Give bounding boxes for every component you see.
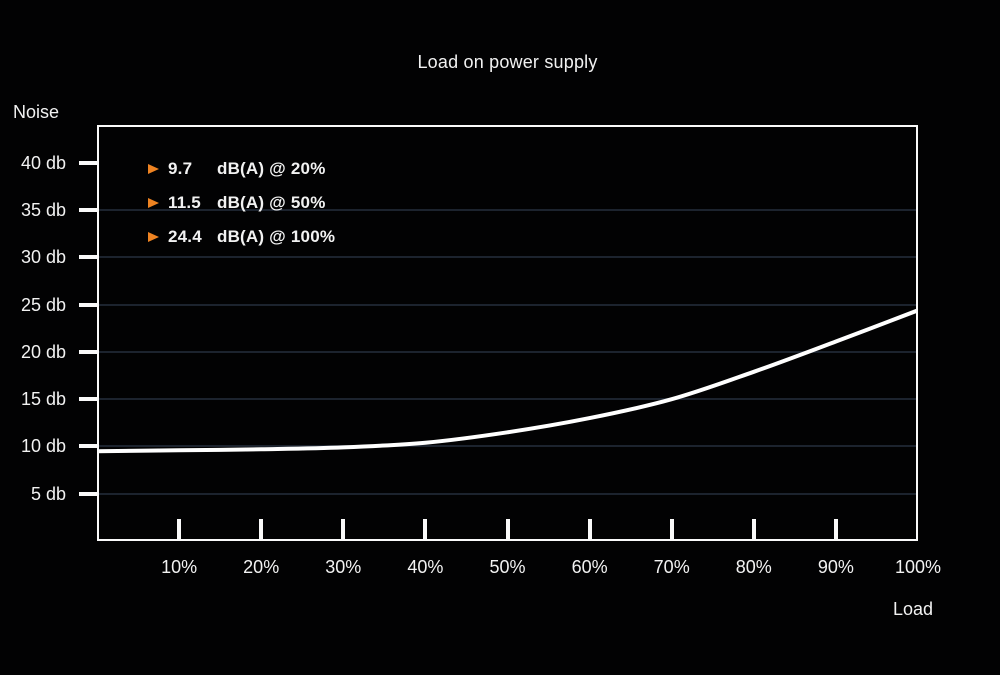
- x-tick-mark: [423, 519, 428, 539]
- x-tick-mark: [177, 519, 182, 539]
- y-tick-label: 20 db: [20, 341, 66, 362]
- x-axis-title: Load: [892, 599, 934, 619]
- noise-curve: [97, 308, 918, 454]
- legend-arrow-icon: [148, 164, 159, 174]
- legend-value: 9.7: [168, 159, 193, 178]
- x-tick-mark: [341, 519, 346, 539]
- gridline: [99, 398, 916, 401]
- x-tick-label: 100%: [894, 557, 942, 577]
- legend-arrow-icon: [148, 232, 159, 242]
- y-tick-mark: [79, 160, 97, 165]
- x-tick-label: 60%: [571, 557, 608, 577]
- legend-row: 24.4 dB(A) @ 100%: [148, 226, 335, 248]
- legend-arrow-icon: [148, 198, 159, 208]
- legend: 9.7 dB(A) @ 20% 11.5 dB(A) @ 50% 24.4 dB(A) @…: [148, 158, 335, 260]
- x-tick-mark: [505, 519, 510, 539]
- y-tick-mark: [79, 349, 97, 354]
- y-tick-label: 15 db: [20, 389, 66, 410]
- x-tick-label: 90%: [817, 557, 854, 577]
- y-tick-mark: [79, 208, 97, 213]
- legend-label: dB(A) @ 50%: [217, 193, 326, 212]
- legend-value: 11.5: [168, 193, 201, 212]
- y-tick-label: 5 db: [30, 483, 66, 504]
- y-tick-mark: [79, 302, 97, 307]
- x-tick-label: 70%: [653, 557, 690, 577]
- gridline: [99, 445, 916, 448]
- x-tick-mark: [833, 519, 838, 539]
- x-tick-mark: [587, 519, 592, 539]
- y-tick-mark: [79, 255, 97, 260]
- y-tick-label: 10 db: [20, 436, 66, 457]
- y-tick-mark: [79, 491, 97, 496]
- x-tick-label: 20%: [243, 557, 280, 577]
- y-tick-mark: [79, 397, 97, 402]
- y-tick-label: 30 db: [20, 247, 66, 268]
- x-tick-label: 50%: [489, 557, 526, 577]
- x-tick-mark: [669, 519, 674, 539]
- plot-area: 9.7 dB(A) @ 20% 11.5 dB(A) @ 50% 24.4 dB(A) @…: [97, 125, 918, 541]
- legend-row: 11.5 dB(A) @ 50%: [148, 192, 335, 214]
- gridline: [99, 256, 916, 259]
- legend-label: dB(A) @ 20%: [217, 159, 326, 178]
- gridline: [99, 303, 916, 306]
- x-tick-mark: [751, 519, 756, 539]
- curve-layer: [97, 308, 918, 454]
- y-axis-title: Noise: [13, 102, 60, 122]
- chart-title: Load on power supply: [417, 52, 598, 72]
- legend-value: 24.4: [168, 227, 202, 246]
- x-tick-mark: [259, 519, 264, 539]
- y-tick-label: 40 db: [20, 152, 66, 173]
- legend-label: dB(A) @ 100%: [217, 227, 336, 246]
- gridline: [99, 350, 916, 353]
- y-tick-label: 25 db: [20, 294, 66, 315]
- y-tick-label: 35 db: [20, 200, 66, 221]
- x-tick-label: 30%: [325, 557, 362, 577]
- x-tick-label: 10%: [161, 557, 198, 577]
- y-tick-mark: [79, 444, 97, 449]
- x-tick-label: 40%: [407, 557, 444, 577]
- gridline: [99, 209, 916, 212]
- x-tick-label: 80%: [735, 557, 772, 577]
- legend-row: 9.7 dB(A) @ 20%: [148, 158, 335, 180]
- gridline: [99, 492, 916, 495]
